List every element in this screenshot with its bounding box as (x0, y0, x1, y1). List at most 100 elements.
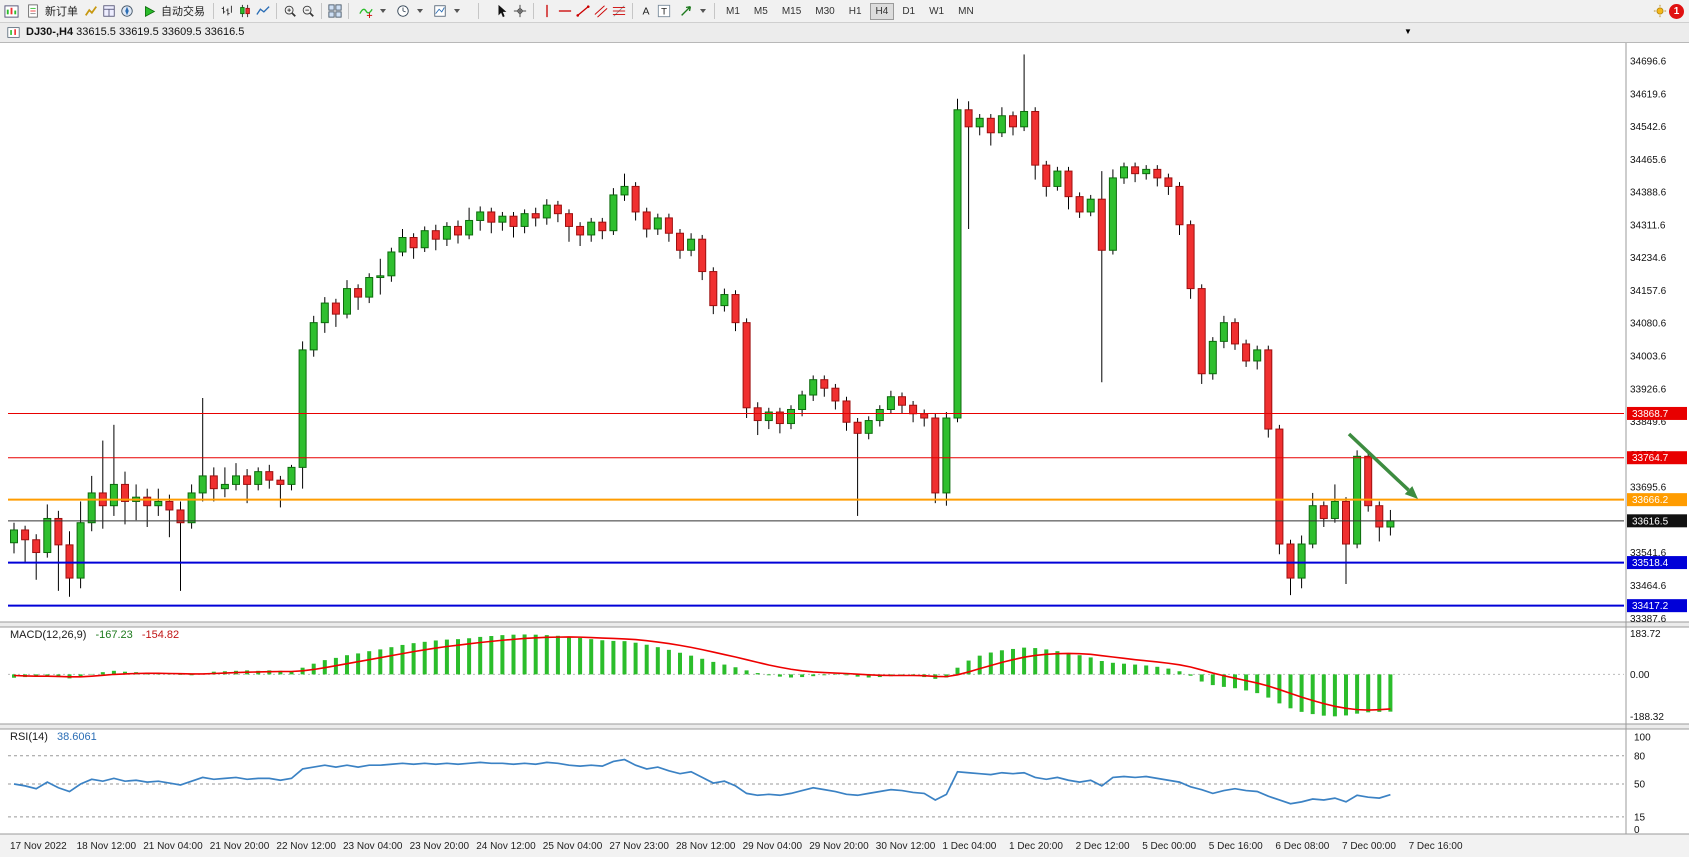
timeframe-m1[interactable]: M1 (726, 5, 740, 17)
candle-up (809, 379, 818, 396)
candle-up (298, 349, 307, 468)
periods-dropdown[interactable] (390, 1, 427, 21)
notification-badge[interactable]: 1 (1669, 3, 1684, 19)
autotrade-play-icon (140, 2, 158, 20)
candle-down (909, 404, 918, 415)
chart-title: DJ30-,H4 33615.5 33619.5 33609.5 33616.5 (26, 26, 244, 38)
price-level-badge (1627, 406, 1687, 420)
chart-bars-icon[interactable] (218, 2, 236, 20)
indicators-dropdown[interactable] (353, 1, 390, 21)
navigator-icon[interactable] (118, 2, 136, 20)
chart-line-icon[interactable] (254, 2, 272, 20)
macd-signal-line (13, 636, 1391, 711)
candle-down (642, 211, 651, 230)
chart-ohlc-values: 33615.5 33619.5 33609.5 33616.5 (76, 26, 245, 38)
candle-down (1231, 322, 1239, 345)
pane-splitter[interactable] (0, 622, 1689, 627)
channel-icon[interactable] (592, 2, 610, 20)
time-axis-label: 27 Nov 23:00 (609, 841, 669, 852)
candle-up (1053, 170, 1062, 187)
candle-down (664, 217, 673, 234)
toolbar-separator (321, 3, 322, 19)
time-axis-strip (0, 834, 1689, 857)
candle-up (43, 517, 52, 554)
price-tick-label: 34080.6 (1630, 319, 1667, 330)
candle-down (553, 204, 562, 215)
chart-tab-icon[interactable] (4, 23, 22, 41)
candle-down (165, 500, 174, 511)
brightness-icon[interactable] (1651, 2, 1669, 20)
time-axis-label: 24 Nov 12:00 (476, 841, 536, 852)
timeframe-m15[interactable]: M15 (781, 5, 802, 17)
candle-down (1042, 164, 1051, 187)
zoom-in-icon[interactable] (281, 2, 299, 20)
candle-down (1131, 166, 1140, 175)
candle-up (1208, 340, 1217, 375)
candle-down (331, 302, 340, 315)
timeframe-h1[interactable]: H1 (848, 5, 862, 17)
time-axis-label: 21 Nov 20:00 (210, 841, 270, 852)
cursor-icon[interactable] (493, 2, 511, 20)
toolbar-separator (533, 3, 534, 19)
candle-down (631, 185, 640, 213)
candle-down (1242, 343, 1251, 362)
candle-up (398, 237, 407, 253)
price-level-badge-label: 33868.7 (1632, 409, 1669, 420)
pane-splitter[interactable] (0, 724, 1689, 729)
trend-arrow-head (1404, 486, 1418, 499)
candle-down (65, 544, 74, 579)
templates-dropdown[interactable] (427, 1, 464, 21)
timeframe-m30[interactable]: M30 (815, 5, 835, 17)
time-axis-label: 25 Nov 04:00 (543, 841, 603, 852)
horizontal-line-icon[interactable] (556, 2, 574, 20)
timeframe-w1[interactable]: W1 (929, 5, 945, 17)
candle-up (220, 483, 229, 490)
candle-down (454, 225, 462, 236)
toolbar-separator (632, 3, 633, 19)
new-order-button[interactable]: 新订单 (20, 1, 82, 21)
candle-up (442, 225, 451, 240)
timeframe-m5[interactable]: M5 (753, 5, 768, 17)
timeframe-mn[interactable]: MN (958, 5, 974, 17)
crosshair-icon[interactable] (511, 2, 529, 20)
candle-up (953, 109, 962, 419)
timeframe-d1[interactable]: D1 (902, 5, 916, 17)
dropdown-caret-icon (380, 9, 386, 13)
candle-up (1308, 505, 1317, 545)
time-axis-label: 22 Nov 12:00 (276, 841, 336, 852)
app-chart-icon[interactable] (2, 2, 20, 20)
chart-candles-icon[interactable] (236, 2, 254, 20)
candle-up (198, 475, 207, 494)
candle-down (964, 109, 973, 128)
trend-arrow[interactable] (1347, 432, 1410, 492)
market-watch-icon[interactable] (82, 2, 100, 20)
time-axis-label: 5 Dec 00:00 (1142, 841, 1196, 852)
indicators-icon (357, 2, 375, 20)
main-toolbar: 新订单 自动交易 (0, 0, 1689, 23)
trendline-icon[interactable] (574, 2, 592, 20)
candle-up (1253, 349, 1262, 362)
fibonacci-icon[interactable] (610, 2, 628, 20)
vertical-line-icon[interactable] (538, 2, 556, 20)
candle-down (265, 471, 274, 481)
time-axis-label: 7 Dec 00:00 (1342, 841, 1396, 852)
candle-up (542, 204, 551, 219)
candle-down (1319, 505, 1328, 519)
data-window-icon[interactable] (100, 2, 118, 20)
arrows-dropdown[interactable] (673, 1, 710, 21)
tile-windows-icon[interactable] (326, 2, 344, 20)
rsi-pane-label: RSI(14) 38.6061 (10, 731, 97, 743)
timeframe-h4[interactable]: H4 (869, 2, 895, 20)
candle-down (1364, 455, 1373, 507)
text-label-icon[interactable]: T (655, 2, 673, 20)
autotrading-button[interactable]: 自动交易 (136, 1, 209, 21)
candle-down (920, 413, 929, 419)
candle-down (898, 396, 906, 406)
time-axis-label: 1 Dec 20:00 (1009, 841, 1063, 852)
text-a-icon[interactable]: A (637, 2, 655, 20)
candle-up (1120, 166, 1128, 179)
dropdown-caret-icon (700, 9, 706, 13)
zoom-out-icon[interactable] (299, 2, 317, 20)
chart-dropdown-icon[interactable]: ▼ (1404, 27, 1412, 36)
